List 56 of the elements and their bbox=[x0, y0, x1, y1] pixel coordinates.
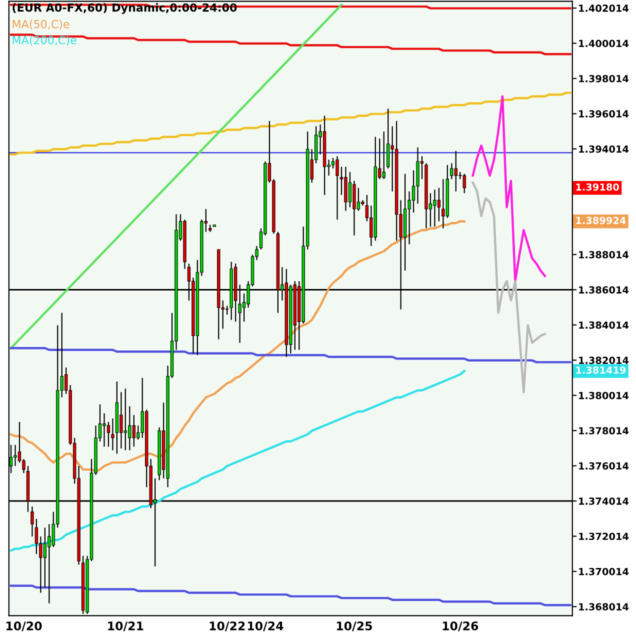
y-tick-label: 1.400014 bbox=[579, 40, 629, 48]
y-tick-label: 1.398014 bbox=[579, 74, 629, 82]
x-tick-label: 10/21 bbox=[108, 621, 144, 632]
x-tick-label: 10/26 bbox=[442, 621, 478, 632]
y-tick-label: 1.396014 bbox=[579, 110, 629, 118]
line-series bbox=[10, 220, 466, 472]
line-series bbox=[10, 34, 572, 56]
candlestick bbox=[30, 506, 34, 538]
y-tick-label: 1.376014 bbox=[579, 462, 629, 470]
y-tick-label: 1.402014 bbox=[579, 4, 629, 12]
text: 1.389924 bbox=[576, 216, 626, 224]
x-tick-label: 10/24 bbox=[248, 621, 284, 632]
candlestick bbox=[128, 406, 132, 451]
y-tick-label: 1.384014 bbox=[579, 321, 629, 329]
candlestick bbox=[34, 518, 38, 555]
text: MA(200,C)e bbox=[12, 36, 76, 46]
text: 1.381419 bbox=[576, 366, 626, 374]
candlestick bbox=[124, 388, 128, 451]
y-tick-label: 1.368014 bbox=[579, 603, 629, 610]
line-series bbox=[10, 346, 572, 364]
candlestick bbox=[120, 392, 123, 449]
y-tick-label: 1.370014 bbox=[579, 568, 629, 576]
line-series bbox=[10, 584, 572, 606]
candlestick bbox=[348, 171, 352, 208]
candlestick bbox=[356, 187, 360, 212]
x-tick-label: 10/25 bbox=[336, 621, 372, 632]
x-tick-label: 10/20 bbox=[6, 621, 42, 632]
candlestick bbox=[442, 178, 445, 229]
line-series bbox=[472, 181, 546, 394]
candlestick bbox=[386, 108, 390, 170]
candlestick bbox=[336, 156, 339, 220]
candlestick bbox=[102, 412, 106, 448]
candlestick bbox=[14, 444, 17, 467]
candlestick bbox=[382, 131, 386, 180]
candlestick bbox=[48, 524, 51, 604]
y-tick-label: 1.374014 bbox=[579, 497, 629, 505]
x-tick-label: 10/22 bbox=[210, 621, 245, 632]
candlestick bbox=[106, 421, 110, 448]
candlestick bbox=[433, 189, 436, 228]
line-series bbox=[10, 4, 343, 350]
candlestick bbox=[450, 162, 454, 180]
line-series bbox=[10, 92, 572, 156]
candlestick bbox=[437, 187, 441, 222]
candlestick bbox=[111, 418, 114, 451]
y-tick-label: 1.372014 bbox=[579, 532, 629, 540]
line-series bbox=[472, 95, 546, 282]
y-tick-label: 1.388014 bbox=[579, 251, 629, 258]
y-tick-label: 1.380014 bbox=[579, 392, 629, 400]
text: MA(50,C)e bbox=[12, 20, 70, 30]
y-tick-label: 1.394014 bbox=[579, 145, 629, 153]
candlestick bbox=[462, 173, 466, 194]
candlestick bbox=[43, 527, 47, 588]
y-tick-label: 1.378014 bbox=[579, 427, 629, 434]
text: 1.39180 bbox=[576, 183, 619, 191]
y-tick-label: 1.386014 bbox=[579, 286, 629, 294]
y-tick-label: 1.382014 bbox=[579, 356, 629, 364]
